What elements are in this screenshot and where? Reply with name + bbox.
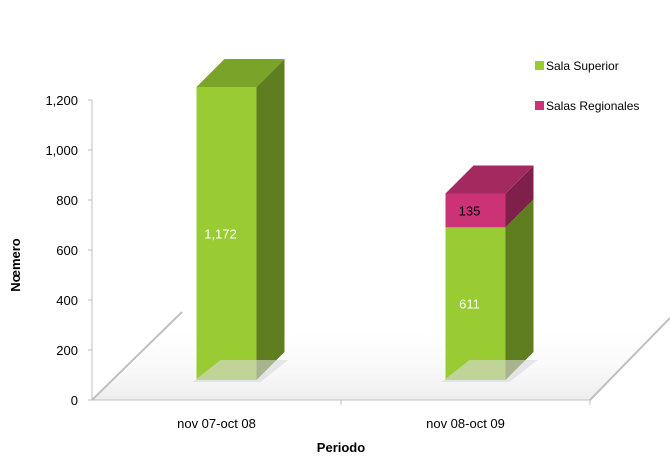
y-axis-title: Nœmero xyxy=(8,238,23,292)
x-axis-title: Periodo xyxy=(317,440,365,455)
data-label: 135 xyxy=(459,203,481,218)
legend-swatch xyxy=(535,101,544,110)
y-tick-label: 1,000 xyxy=(45,143,78,158)
bar-base-shadow xyxy=(192,360,289,382)
legend-label: Sala Superior xyxy=(546,59,619,73)
y-tick-label: 800 xyxy=(56,193,78,208)
bar-top xyxy=(445,165,534,194)
x-tick-label: nov 08-oct 09 xyxy=(426,416,505,431)
legend: Sala Superior Salas Regionales xyxy=(535,59,639,113)
bar-front xyxy=(196,87,257,380)
legend-label: Salas Regionales xyxy=(546,99,639,113)
data-label: 1,172 xyxy=(204,227,237,242)
bars-layer: 1,172 611 135 xyxy=(192,59,538,382)
bar-segment: 135 xyxy=(445,165,534,228)
chart-floor xyxy=(92,320,670,400)
bar-segment: 1,172 xyxy=(196,59,285,380)
bar-side xyxy=(505,199,534,380)
y-tick-label: 0 xyxy=(71,393,78,408)
y-tick-label: 1,200 xyxy=(45,93,78,108)
y-axis-ticks: 0 200 400 600 800 1,000 1,200 xyxy=(45,93,92,408)
x-axis-categories: nov 07-oct 08 nov 08-oct 09 xyxy=(177,400,591,431)
bar-side xyxy=(256,59,285,380)
bar-front xyxy=(445,227,506,380)
bar-front xyxy=(445,193,506,228)
chart-back-wall xyxy=(182,20,670,320)
y-tick-label: 600 xyxy=(56,243,78,258)
y-tick-label: 400 xyxy=(56,293,78,308)
data-label: 611 xyxy=(459,297,480,312)
bar-top xyxy=(196,59,285,87)
floor-edge-right xyxy=(589,317,670,401)
floor-edge-left xyxy=(91,311,183,401)
legend-swatch xyxy=(535,61,544,70)
bar-base-shadow xyxy=(441,360,538,382)
y-tick-label: 200 xyxy=(56,343,78,358)
bar-side xyxy=(505,165,534,228)
x-tick-label: nov 07-oct 08 xyxy=(177,416,256,431)
